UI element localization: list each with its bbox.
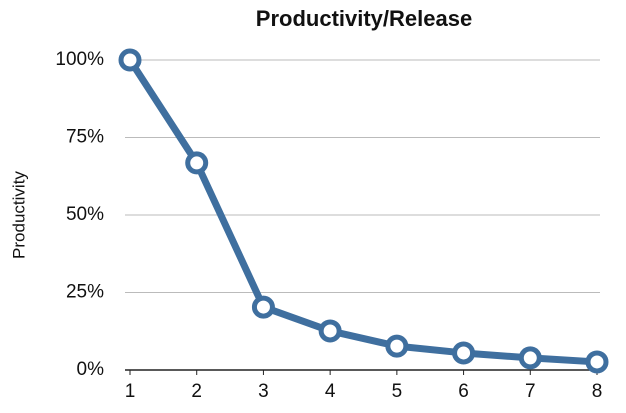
point: [318, 319, 342, 343]
x-tick-label: 8: [592, 381, 603, 402]
x-tick-label: 3: [258, 381, 269, 402]
point: [185, 151, 209, 175]
x-tick-label: 2: [191, 381, 202, 402]
point: [452, 341, 476, 365]
y-tick-label: 0%: [77, 359, 105, 380]
chart-title: Productivity/Release: [256, 6, 472, 31]
x-tick-label: 7: [525, 381, 536, 402]
y-tick-label: 50%: [66, 204, 104, 225]
series-line: [127, 58, 598, 366]
y-tick-label: 75%: [66, 127, 104, 148]
y-axis-label: Productivity: [9, 171, 28, 259]
x-tick-label: 5: [392, 381, 403, 402]
point: [251, 295, 275, 319]
y-tick-label: 25%: [66, 282, 104, 303]
x-tick-label: 4: [325, 381, 336, 402]
point: [385, 334, 409, 358]
y-tick-label: 100%: [55, 49, 104, 70]
point: [518, 346, 542, 370]
x-tick-label: 6: [458, 381, 469, 402]
point: [585, 350, 609, 374]
point: [118, 48, 142, 72]
x-tick-label: 1: [125, 381, 136, 402]
